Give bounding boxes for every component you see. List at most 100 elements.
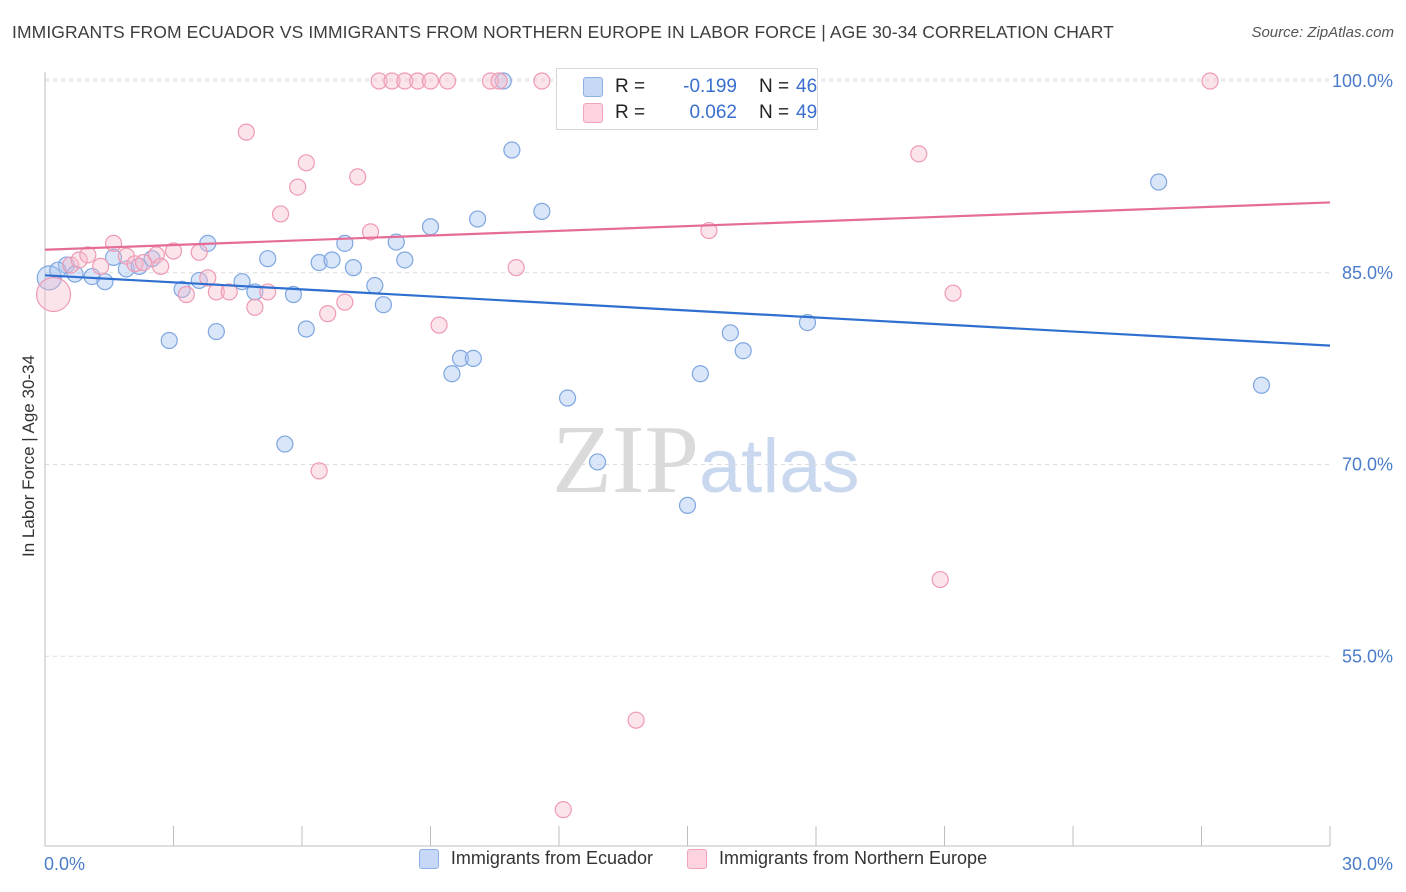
data-point-ecuador [443, 365, 461, 383]
data-point-northern-europe [62, 256, 80, 274]
data-point-ecuador [533, 202, 551, 220]
y-tick-label: 85.0% [1342, 263, 1393, 283]
x-tick-label: 0.0% [44, 854, 85, 874]
stats-n-label: N = [759, 76, 790, 97]
trend-line-northern-europe [44, 201, 1331, 251]
data-point-northern-europe [700, 221, 718, 240]
data-point-ecuador [464, 349, 482, 367]
data-point-ecuador [366, 276, 384, 295]
legend-label-ecuador: Immigrants from Ecuador [450, 848, 653, 868]
stats-box: R = -0.199 N = 46 R = 0.062 N = 49 [556, 68, 818, 130]
stats-n-value: 46 [796, 76, 818, 97]
data-point-ecuador [798, 314, 817, 332]
data-point-northern-europe [533, 72, 551, 90]
data-point-ecuador [678, 496, 697, 515]
data-point-northern-europe [164, 242, 183, 260]
data-point-northern-europe [421, 72, 440, 90]
y-axis-title: In Labor Force | Age 30-34 [19, 355, 38, 557]
data-point-northern-europe [554, 801, 572, 819]
data-point-northern-europe [246, 298, 264, 316]
data-point-ecuador [276, 435, 294, 453]
y-tick-label: 55.0% [1342, 646, 1393, 666]
data-point-ecuador [259, 250, 277, 268]
data-point-ecuador [96, 273, 114, 291]
data-point-ecuador [117, 260, 135, 278]
data-point-ecuador [284, 285, 303, 304]
data-point-ecuador [734, 342, 752, 360]
data-point-northern-europe [297, 154, 315, 172]
data-point-northern-europe [177, 285, 195, 304]
data-point-ecuador [323, 251, 341, 269]
chart-title: IMMIGRANTS FROM ECUADOR VS IMMIGRANTS FR… [12, 22, 1114, 42]
data-point-northern-europe [190, 243, 208, 261]
data-point-northern-europe [199, 269, 217, 287]
stats-swatch-ecuador [583, 77, 603, 97]
data-point-northern-europe [1201, 72, 1219, 90]
data-point-northern-europe [931, 570, 949, 589]
data-point-northern-europe [70, 251, 88, 269]
data-point-northern-europe [349, 168, 367, 186]
data-point-ecuador [421, 218, 440, 236]
data-point-ecuador [469, 210, 487, 228]
watermark-zip: ZIP [552, 406, 699, 514]
data-point-northern-europe [79, 246, 97, 264]
trend-line-ecuador [44, 274, 1331, 347]
stats-r-label: R = [615, 76, 646, 97]
data-point-northern-europe [370, 72, 388, 90]
data-point-ecuador [721, 324, 739, 342]
data-point-northern-europe [409, 72, 427, 90]
data-point-northern-europe [289, 178, 307, 196]
data-point-northern-europe [910, 145, 928, 163]
data-point-northern-europe [383, 72, 401, 90]
data-point-ecuador [1150, 173, 1168, 191]
data-point-northern-europe [134, 253, 153, 272]
data-point-northern-europe [490, 72, 508, 90]
data-point-northern-europe [152, 257, 170, 275]
data-point-northern-europe [92, 257, 110, 275]
data-point-northern-europe [310, 462, 328, 480]
stats-r-value: -0.199 [683, 76, 737, 97]
data-point-ecuador [160, 331, 178, 350]
data-point-northern-europe [126, 255, 144, 273]
data-point-ecuador [503, 141, 521, 159]
legend-label-northern-europe: Immigrants from Northern Europe [718, 848, 988, 868]
data-point-northern-europe [237, 123, 255, 141]
data-point-ecuador [374, 296, 392, 314]
data-point-northern-europe [396, 72, 414, 90]
data-point-ecuador [588, 453, 607, 471]
data-point-ecuador [104, 248, 123, 267]
watermark: ZIPatlas [552, 404, 860, 516]
y-tick-label: 100.0% [1332, 71, 1393, 91]
legend-item-northern-europe[interactable]: Immigrants from Northern Europe [686, 848, 988, 869]
data-point-ecuador [691, 365, 709, 383]
data-point-northern-europe [220, 283, 238, 301]
stats-n-label: N = [759, 102, 790, 123]
x-tick-label: 30.0% [1342, 854, 1393, 874]
data-point-northern-europe [104, 234, 123, 252]
data-point-ecuador [494, 72, 512, 90]
data-point-ecuador [344, 259, 362, 277]
stats-r-value: 0.062 [689, 102, 737, 123]
data-point-northern-europe [430, 316, 448, 334]
data-point-northern-europe [439, 72, 457, 90]
stats-r-label: R = [615, 102, 646, 123]
data-point-ecuador [57, 256, 76, 274]
data-point-northern-europe [627, 711, 645, 729]
legend-item-ecuador[interactable]: Immigrants from Ecuador [418, 848, 653, 869]
data-point-northern-europe [944, 284, 962, 302]
data-point-ecuador [558, 389, 577, 407]
data-point-northern-europe [507, 259, 525, 277]
data-point-northern-europe [35, 276, 72, 313]
data-point-northern-europe [319, 305, 337, 323]
legend-swatch-ecuador [418, 848, 439, 869]
legend-swatch-northern-europe [686, 848, 707, 869]
data-point-ecuador [387, 233, 405, 251]
watermark-atlas: atlas [699, 424, 860, 509]
stats-swatch-europe [583, 103, 603, 123]
data-point-northern-europe [271, 205, 290, 223]
data-point-ecuador [310, 253, 328, 272]
data-point-northern-europe [361, 223, 380, 241]
data-point-ecuador [297, 320, 315, 338]
data-point-ecuador [451, 349, 470, 367]
